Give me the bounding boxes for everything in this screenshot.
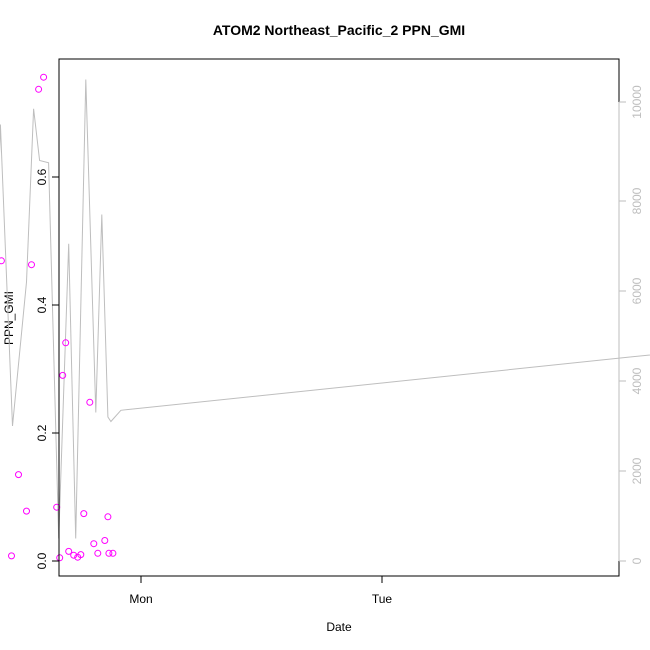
data-point: [90, 540, 98, 548]
data-point: [65, 547, 73, 555]
y2-tick-label: 6000: [630, 277, 644, 304]
data-point: [15, 471, 22, 479]
y2-tick-label: 4000: [630, 367, 644, 394]
data-point: [56, 554, 64, 562]
y-axis-right: 0 2000 4000 6000 8000 10000: [618, 85, 644, 564]
y2-tick-label: 0: [630, 557, 644, 564]
y2-tick-label: 10000: [630, 85, 644, 119]
data-point: [101, 537, 109, 544]
data-point: [59, 371, 67, 379]
data-point: [94, 549, 102, 557]
plot-series: [0, 73, 650, 562]
series-line: [0, 79, 650, 539]
plot-frame: [58, 58, 620, 577]
data-point: [105, 549, 113, 557]
data-point: [104, 513, 112, 521]
y-tick-label: 0.4: [35, 296, 49, 313]
data-point: [62, 339, 70, 347]
data-point: [77, 551, 85, 559]
data-point: [86, 398, 94, 406]
y2-tick-label: 2000: [630, 457, 644, 484]
data-point: [80, 510, 88, 518]
y-tick-label: 0.2: [35, 424, 49, 441]
x-axis-label: Date: [326, 620, 352, 634]
data-point: [28, 261, 35, 269]
y-tick-label: 0.0: [35, 552, 49, 569]
y-axis-left: 0.0 0.2 0.4 0.6: [35, 168, 60, 569]
x-tick-label: Tue: [372, 592, 393, 606]
chart-title: ATOM2 Northeast_Pacific_2 PPN_GMI: [213, 22, 465, 38]
data-point: [40, 73, 48, 81]
data-point: [8, 552, 15, 560]
y-axis-label: PPN_GMI: [2, 291, 16, 345]
data-point: [35, 85, 43, 93]
data-point: [70, 551, 78, 559]
data-point: [23, 507, 30, 515]
y2-tick-label: 8000: [630, 187, 644, 214]
y-tick-label: 0.6: [35, 168, 49, 185]
x-axis: Mon Tue: [129, 576, 392, 606]
data-point: [109, 549, 117, 557]
x-tick-label: Mon: [129, 592, 152, 606]
data-point: [0, 257, 5, 265]
data-point: [53, 503, 61, 511]
